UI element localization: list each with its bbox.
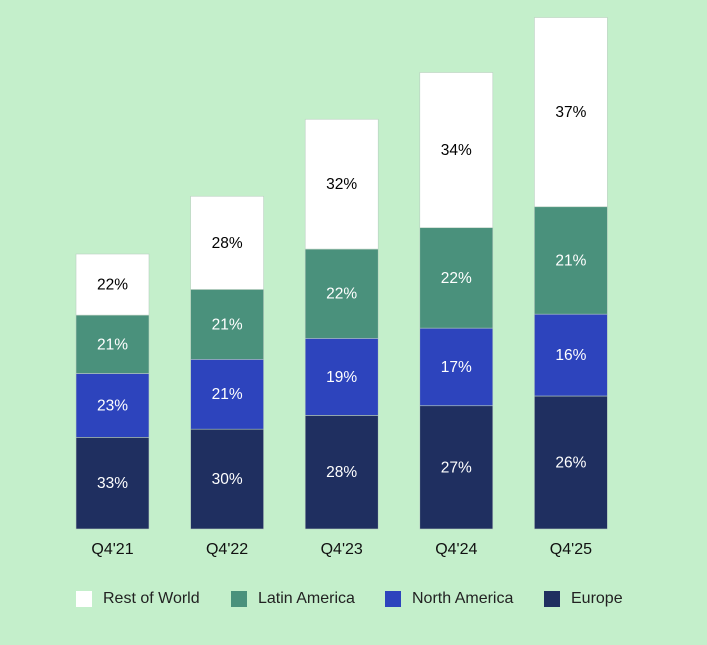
data-label: 22% (441, 270, 472, 287)
bar-segment-north-america (190, 358, 264, 430)
bar-segment-rest-of-world (534, 17, 608, 208)
data-label: 28% (326, 464, 357, 481)
data-label: 37% (555, 104, 586, 121)
bar-segment-rest-of-world (190, 195, 264, 290)
bar-segment-latin-america (419, 227, 494, 329)
data-label: 27% (441, 459, 472, 476)
data-label: 23% (97, 397, 128, 414)
data-label: 21% (555, 252, 586, 269)
legend-item-rest-of-world: Rest of World (76, 590, 200, 608)
bar-segment-north-america (534, 313, 608, 397)
legend: Rest of World Latin America North Americ… (0, 590, 707, 612)
data-label: 32% (326, 176, 357, 193)
x-tick-label: Q4'22 (206, 541, 248, 558)
data-label: 21% (97, 336, 128, 353)
data-label: 22% (326, 286, 357, 303)
legend-item-europe: Europe (544, 590, 623, 608)
data-label: 21% (212, 386, 243, 403)
data-label: 21% (212, 316, 243, 333)
data-label: 22% (97, 277, 128, 294)
bar-segment-north-america (75, 373, 150, 438)
x-tick-label: Q4'24 (435, 541, 477, 558)
legend-item-north-america: North America (385, 590, 513, 608)
bar-segment-rest-of-world (75, 253, 150, 316)
data-label: 34% (441, 142, 472, 159)
data-label: 16% (555, 347, 586, 364)
data-label: 19% (326, 369, 357, 386)
bar-segment-latin-america (304, 248, 379, 339)
data-label: 17% (441, 359, 472, 376)
legend-label: Latin America (258, 590, 355, 607)
legend-swatch (544, 591, 560, 607)
legend-swatch (231, 591, 247, 607)
x-tick-label: Q4'23 (321, 541, 363, 558)
bar-segment-europe (419, 405, 494, 530)
bar-segment-europe (534, 395, 608, 530)
bar-segment-europe (304, 415, 379, 530)
x-tick-label: Q4'21 (91, 541, 133, 558)
bar-segment-latin-america (534, 206, 608, 315)
legend-swatch (76, 591, 92, 607)
data-label: 33% (97, 475, 128, 492)
bar-segment-rest-of-world (304, 118, 379, 250)
bar-segment-rest-of-world (419, 72, 494, 229)
x-tick-label: Q4'25 (550, 541, 592, 558)
bar-segment-north-america (304, 338, 379, 416)
legend-label: Europe (571, 590, 623, 607)
legend-label: Rest of World (103, 590, 200, 607)
bar-segment-europe (75, 437, 150, 530)
data-label: 26% (555, 455, 586, 472)
bar-segment-europe (190, 428, 264, 530)
legend-swatch (385, 591, 401, 607)
legend-item-latin-america: Latin America (231, 590, 355, 608)
legend-label: North America (412, 590, 514, 607)
data-label: 28% (212, 235, 243, 252)
bar-segment-latin-america (190, 289, 264, 360)
data-label: 30% (212, 471, 243, 488)
